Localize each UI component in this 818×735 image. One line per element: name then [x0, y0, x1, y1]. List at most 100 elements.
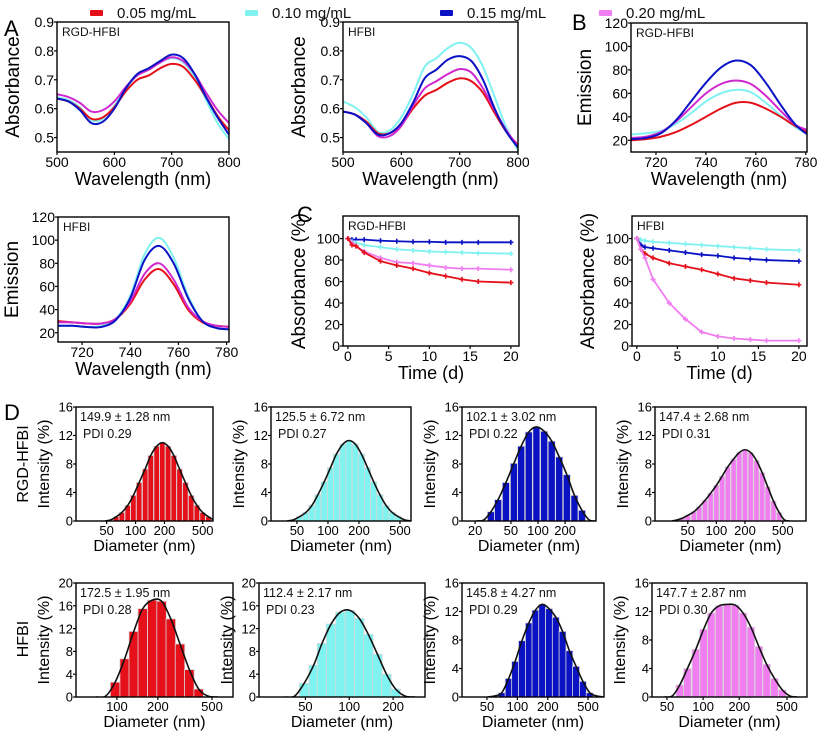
y-tick-label: 16 — [242, 598, 256, 613]
y-tick-label: 80 — [613, 252, 629, 268]
histogram-bar — [738, 612, 748, 697]
x-tick-label: 10 — [422, 348, 438, 364]
plot-area — [284, 609, 415, 697]
data-point-marker — [475, 250, 481, 256]
histogram-bar — [344, 609, 356, 697]
histogram-bar — [357, 453, 365, 521]
x-axis-label: Diameter (nm) — [679, 538, 781, 555]
plot-frame — [56, 21, 230, 153]
y-tick-label: 16 — [635, 576, 649, 591]
histogram-bar — [724, 466, 731, 521]
legend-label: 0.05 mg/mL — [117, 4, 197, 22]
x-tick-label: 100 — [706, 523, 728, 538]
y-tick-label: 8 — [645, 457, 652, 472]
data-point-marker — [796, 338, 802, 344]
data-point-marker — [731, 255, 737, 261]
x-tick-label: 5 — [385, 348, 393, 364]
data-point-marker — [715, 271, 721, 277]
pdi-annotation: PDI 0.23 — [266, 603, 315, 617]
histogram-bar — [713, 484, 720, 521]
y-tick-label: 4 — [249, 667, 256, 682]
histogram-bar — [381, 673, 392, 697]
pdi-annotation: PDI 0.30 — [659, 603, 708, 617]
histogram-bar — [142, 468, 149, 521]
y-tick-label: 4 — [645, 485, 652, 500]
x-tick-label: 100 — [317, 523, 339, 538]
data-point-marker — [443, 249, 449, 255]
histogram-bar — [736, 452, 743, 521]
x-axis-label: Diameter (nm) — [482, 714, 584, 731]
histogram-bar — [547, 440, 556, 521]
histogram-bar — [555, 456, 564, 521]
x-tick-label: 500 — [45, 154, 69, 170]
y-tick-label: 12 — [254, 428, 268, 443]
x-tick-label: 780 — [794, 154, 818, 170]
histogram-bar — [509, 462, 518, 521]
y-tick-label: 20 — [59, 576, 73, 591]
y-tick-label: 0.6 — [321, 101, 341, 117]
data-point-marker — [666, 247, 672, 253]
plot-area — [58, 236, 229, 331]
histogram-bar — [119, 658, 130, 697]
y-tick-label: 20 — [324, 317, 340, 333]
series-line — [343, 77, 518, 146]
x-axis-label: Wavelength (nm) — [75, 359, 211, 379]
x-tick-label: 100 — [106, 699, 128, 714]
y-tick-label: 0 — [452, 690, 459, 705]
histogram-bar — [741, 449, 748, 521]
data-point-marker — [747, 256, 753, 262]
data-point-marker — [666, 260, 672, 266]
histogram-bar — [504, 678, 513, 697]
plot-frame — [57, 216, 230, 343]
y-tick-label: 12 — [445, 428, 459, 443]
chart-6: 50 100 200 500 0 4 8 12 16 Diameter (nm) Intensity… — [36, 400, 214, 555]
histogram-bar — [746, 626, 756, 697]
y-tick-label: 0 — [249, 690, 256, 705]
data-point-marker — [763, 338, 769, 344]
x-axis-label: Wavelength (nm) — [362, 169, 498, 189]
data-point-marker — [459, 266, 465, 272]
chart-11: 50 100 200 0 4 8 12 16 20 Diameter (nm) Intensity … — [219, 576, 426, 731]
y-tick-label: 16 — [445, 576, 459, 591]
plot-frame — [342, 215, 520, 347]
x-tick-label: 200 — [154, 523, 176, 538]
data-point-marker — [763, 257, 769, 263]
histogram-bar — [730, 458, 737, 521]
x-tick-label: 600 — [103, 154, 127, 170]
x-axis-label: Wavelength (nm) — [651, 169, 787, 189]
y-tick-label: 0 — [621, 338, 629, 354]
x-tick-label: 200 — [728, 699, 750, 714]
x-tick-label: 200 — [734, 523, 756, 538]
data-point-marker — [508, 239, 514, 245]
data-point-marker — [763, 280, 769, 286]
plot-frame — [342, 21, 519, 153]
y-tick-label: 8 — [261, 457, 268, 472]
y-tick-label: 0.9 — [35, 14, 55, 30]
data-point-marker — [731, 335, 737, 341]
pdi-annotation: PDI 0.27 — [278, 427, 327, 441]
pdi-annotation: PDI 0.29 — [469, 603, 518, 617]
data-point-marker — [345, 236, 351, 242]
plot-area — [664, 603, 798, 697]
y-tick-label: 0 — [66, 690, 73, 705]
histogram-bar — [545, 608, 553, 697]
plot-area — [57, 53, 229, 140]
data-point-marker — [642, 238, 648, 244]
y-axis-label: Intensity (%) — [36, 596, 53, 685]
data-point-marker — [682, 241, 688, 247]
chart-8: 20 50 100 200 0 4 8 12 16 Diameter (nm) Intensity … — [422, 400, 597, 555]
y-tick-label: 20 — [39, 325, 55, 341]
data-point-marker — [443, 265, 449, 271]
data-point-marker — [508, 267, 514, 273]
y-tick-label: 12 — [59, 428, 73, 443]
histogram-bar — [719, 475, 726, 521]
x-axis-label: Diameter (nm) — [678, 714, 780, 731]
chart-2: 720 740 760 780 20 40 60 80 100 120 Wavelength (nm… — [575, 15, 818, 189]
data-point-marker — [796, 258, 802, 264]
legend-swatch — [245, 10, 258, 16]
histogram-bar — [170, 455, 177, 521]
histogram-bar — [325, 623, 337, 697]
chart-9: 50 100 200 500 0 4 8 12 16 Diameter (nm) Intensity… — [615, 400, 807, 555]
y-axis-label: Intensity (%) — [612, 596, 629, 685]
